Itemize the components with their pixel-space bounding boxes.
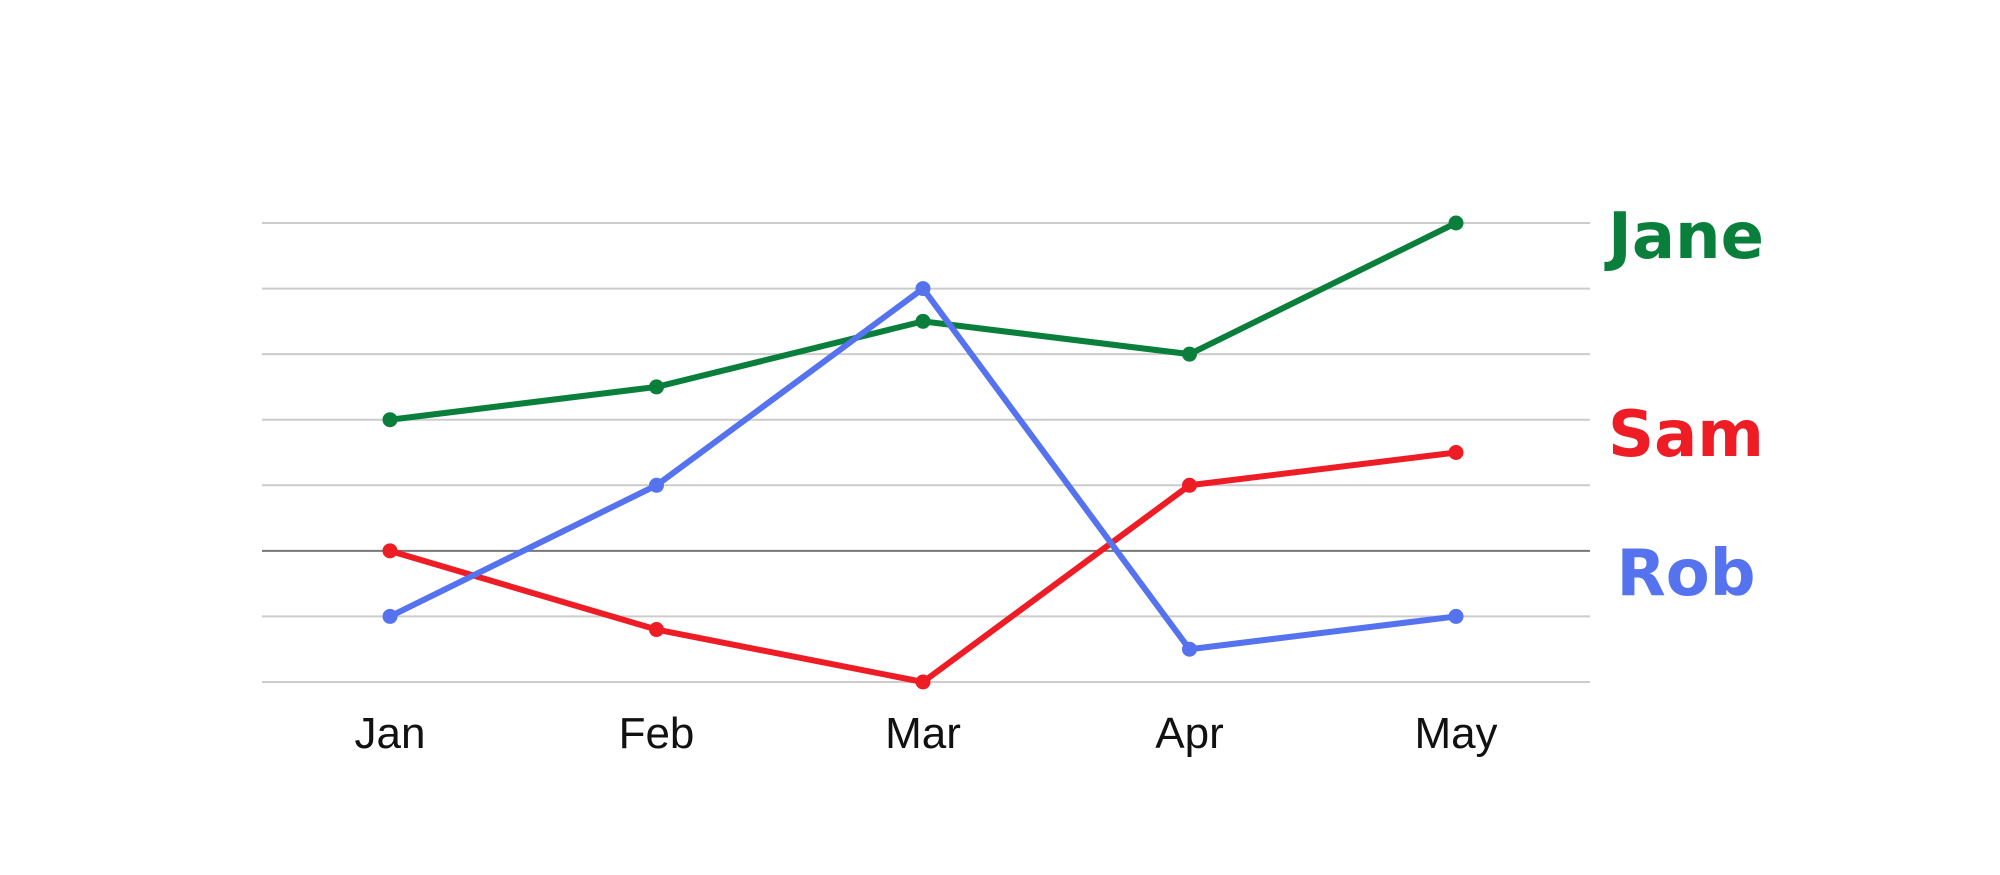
x-tick-label: Apr <box>1155 709 1223 758</box>
x-tick-label: Jan <box>355 709 426 758</box>
data-point-rob-jan <box>382 608 398 624</box>
data-point-sam-mar <box>915 674 931 690</box>
gridlines <box>262 222 1590 683</box>
series-label-jane: Jane <box>1604 200 1764 274</box>
data-point-sam-may <box>1448 445 1464 460</box>
x-tick-label: Feb <box>619 709 695 758</box>
x-tick-label: Mar <box>885 709 961 758</box>
data-point-sam-jan <box>382 543 398 559</box>
data-point-jane-apr <box>1182 346 1197 362</box>
x-axis-tick-labels: Jan Feb Mar Apr May <box>355 709 1498 758</box>
series-label-sam: Sam <box>1608 398 1764 472</box>
data-point-rob-feb <box>649 477 664 493</box>
series-label-rob: Rob <box>1616 537 1755 611</box>
data-point-jane-mar <box>915 313 931 329</box>
data-point-jane-may <box>1448 215 1464 231</box>
data-point-jane-feb <box>649 379 664 395</box>
data-point-rob-apr <box>1182 641 1197 657</box>
data-point-sam-feb <box>649 622 664 638</box>
data-point-rob-may <box>1448 608 1464 624</box>
series-labels: Jane Sam Rob <box>1604 200 1764 611</box>
x-tick-label: May <box>1414 709 1497 758</box>
data-point-sam-apr <box>1182 477 1197 493</box>
series-line-sam <box>387 449 1459 685</box>
data-point-jane-jan <box>382 412 398 428</box>
data-point-rob-mar <box>915 281 931 297</box>
series-points <box>382 215 1464 690</box>
